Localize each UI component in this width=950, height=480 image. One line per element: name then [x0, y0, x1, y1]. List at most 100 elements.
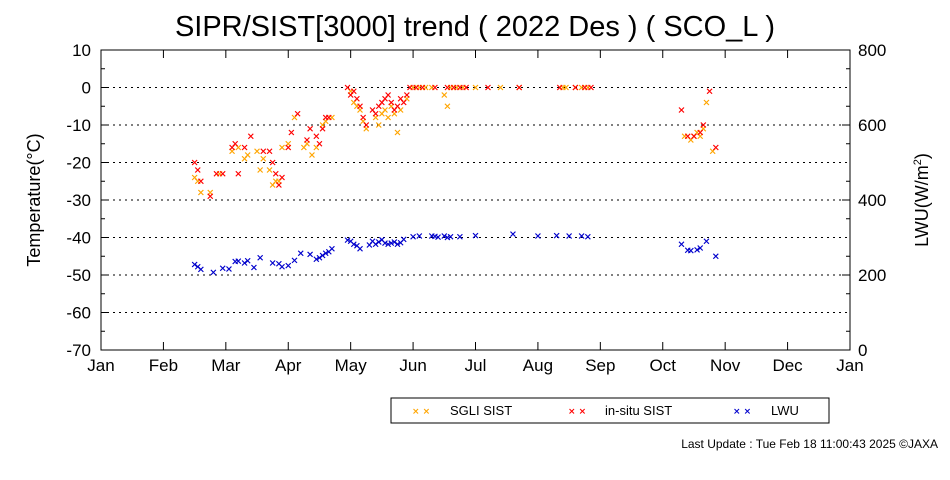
point-1-48 — [419, 84, 426, 91]
point-2-37 — [388, 240, 395, 247]
point-1-42 — [394, 103, 401, 110]
point-2-58 — [678, 241, 685, 248]
point-2-0 — [191, 261, 198, 268]
series-in-situ-sist — [191, 84, 719, 200]
point-1-49 — [432, 84, 438, 91]
last-update-footer: Last Update : Tue Feb 18 11:00:43 2025 ©… — [681, 437, 938, 451]
y2-axis-label: LWU(W/m2) — [912, 153, 932, 247]
y-tick-label: -20 — [66, 154, 91, 173]
point-1-26 — [325, 114, 332, 121]
data-points — [191, 84, 719, 276]
point-1-53 — [463, 84, 470, 91]
point-2-17 — [297, 250, 304, 257]
point-1-51 — [450, 84, 457, 91]
point-1-63 — [697, 129, 704, 136]
point-2-47 — [441, 233, 448, 239]
legend-item-sgli-sist: × × SGLI SIST — [412, 403, 512, 418]
point-2-51 — [472, 232, 479, 239]
point-2-3 — [210, 269, 217, 276]
x-tick-label: Mar — [211, 356, 241, 375]
point-1-24 — [319, 125, 326, 132]
point-1-0 — [191, 159, 198, 166]
point-1-59 — [588, 84, 594, 91]
grid-lines — [101, 87, 850, 313]
point-2-27 — [350, 241, 357, 248]
point-1-31 — [357, 103, 363, 110]
x-tick-label: Jan — [836, 356, 863, 375]
point-0-35 — [382, 107, 388, 113]
y2-tick-label: 200 — [858, 266, 886, 285]
series-sgli-sist — [191, 84, 716, 196]
point-2-12 — [269, 260, 276, 266]
point-2-20 — [316, 254, 323, 261]
y2-axis-label-end: ) — [912, 153, 932, 159]
legend-label-in-situ-sist: in-situ SIST — [605, 403, 672, 418]
legend-label-lwu: LWU — [771, 403, 799, 418]
point-1-13 — [269, 159, 276, 166]
point-2-10 — [250, 264, 257, 271]
point-1-27 — [344, 84, 351, 91]
point-2-56 — [578, 233, 585, 239]
point-0-55 — [563, 84, 569, 91]
point-2-63 — [703, 238, 710, 245]
y-axis-label: Temperature(°C) — [24, 133, 44, 266]
y-tick-label: -50 — [66, 266, 91, 285]
point-1-61 — [684, 133, 691, 140]
y-axis-right: 800 600 400 200 0 — [842, 41, 886, 360]
point-2-62 — [697, 245, 704, 251]
point-1-22 — [313, 133, 320, 140]
point-1-50 — [444, 84, 451, 91]
legend-marker-in-situ-sist: × × — [568, 407, 586, 417]
point-0-12 — [266, 167, 273, 173]
point-2-18 — [307, 251, 314, 258]
legend-marker-sgli-sist: × × — [412, 407, 430, 417]
point-1-56 — [556, 84, 563, 91]
y2-tick-label: 400 — [858, 191, 886, 210]
point-1-47 — [413, 84, 420, 91]
point-1-39 — [385, 92, 392, 98]
point-1-60 — [678, 107, 685, 113]
point-0-21 — [309, 152, 315, 158]
point-2-54 — [553, 232, 560, 239]
y2-axis-label-superscript: 2 — [912, 159, 924, 165]
point-1-45 — [403, 92, 410, 98]
point-2-49 — [447, 233, 454, 240]
point-2-41 — [400, 236, 407, 243]
point-1-46 — [407, 84, 413, 91]
point-2-50 — [456, 233, 463, 240]
point-1-4 — [213, 170, 220, 177]
point-2-39 — [394, 241, 401, 248]
point-2-57 — [584, 233, 591, 240]
point-1-7 — [232, 140, 239, 147]
point-2-53 — [534, 233, 541, 239]
point-0-39 — [394, 129, 401, 136]
x-tick-label: Jun — [399, 356, 426, 375]
point-2-7 — [235, 258, 242, 265]
y2-axis-label-main: LWU(W/m — [912, 165, 932, 247]
point-2-42 — [410, 233, 417, 240]
point-0-65 — [703, 99, 710, 106]
point-1-33 — [363, 122, 370, 128]
x-tick-label: May — [335, 356, 368, 375]
point-1-8 — [235, 170, 242, 177]
point-0-51 — [472, 84, 479, 91]
point-1-21 — [307, 125, 314, 132]
x-tick-label: Aug — [523, 356, 553, 375]
y2-tick-label: 0 — [858, 341, 867, 360]
point-1-40 — [388, 99, 395, 106]
x-tick-label: Sep — [585, 356, 615, 375]
point-1-12 — [266, 148, 273, 155]
legend-box — [390, 397, 830, 424]
point-2-25 — [344, 237, 351, 244]
y-tick-label: 10 — [72, 41, 91, 60]
point-2-29 — [357, 245, 363, 252]
point-1-23 — [316, 140, 323, 147]
y-tick-label: -40 — [66, 229, 91, 248]
point-0-8 — [244, 152, 251, 158]
legend-item-in-situ-sist: × × in-situ SIST — [568, 403, 672, 418]
y-tick-label: -10 — [66, 116, 91, 135]
y2-tick-label: 800 — [858, 41, 886, 60]
point-0-33 — [375, 122, 382, 128]
x-tick-label: Apr — [275, 356, 302, 375]
